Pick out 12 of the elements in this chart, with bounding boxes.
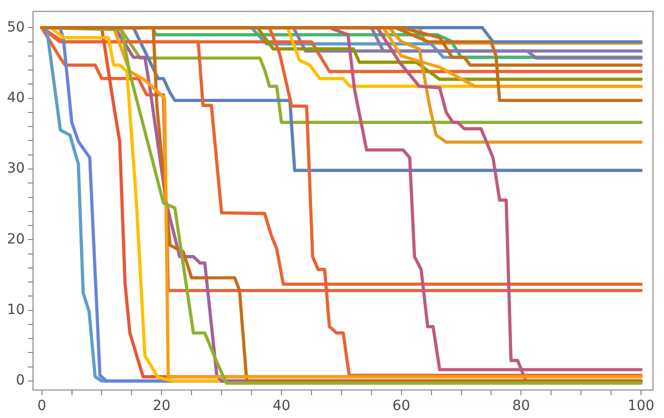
x-tick-label: 40 [272,398,290,414]
y-tick-label: 10 [6,302,25,318]
y-tick-label: 50 [6,19,25,36]
y-tick-label: 20 [6,231,25,248]
y-tick-label: 40 [6,90,25,106]
x-tick-label: 60 [392,398,410,414]
x-tick-label: 20 [152,398,171,414]
x-tick-label: 80 [512,398,530,414]
y-tick-label: 30 [6,160,25,177]
x-tick-label: 0 [37,398,46,414]
y-tick-label: 0 [16,372,25,389]
x-tick-label: 100 [628,398,654,414]
